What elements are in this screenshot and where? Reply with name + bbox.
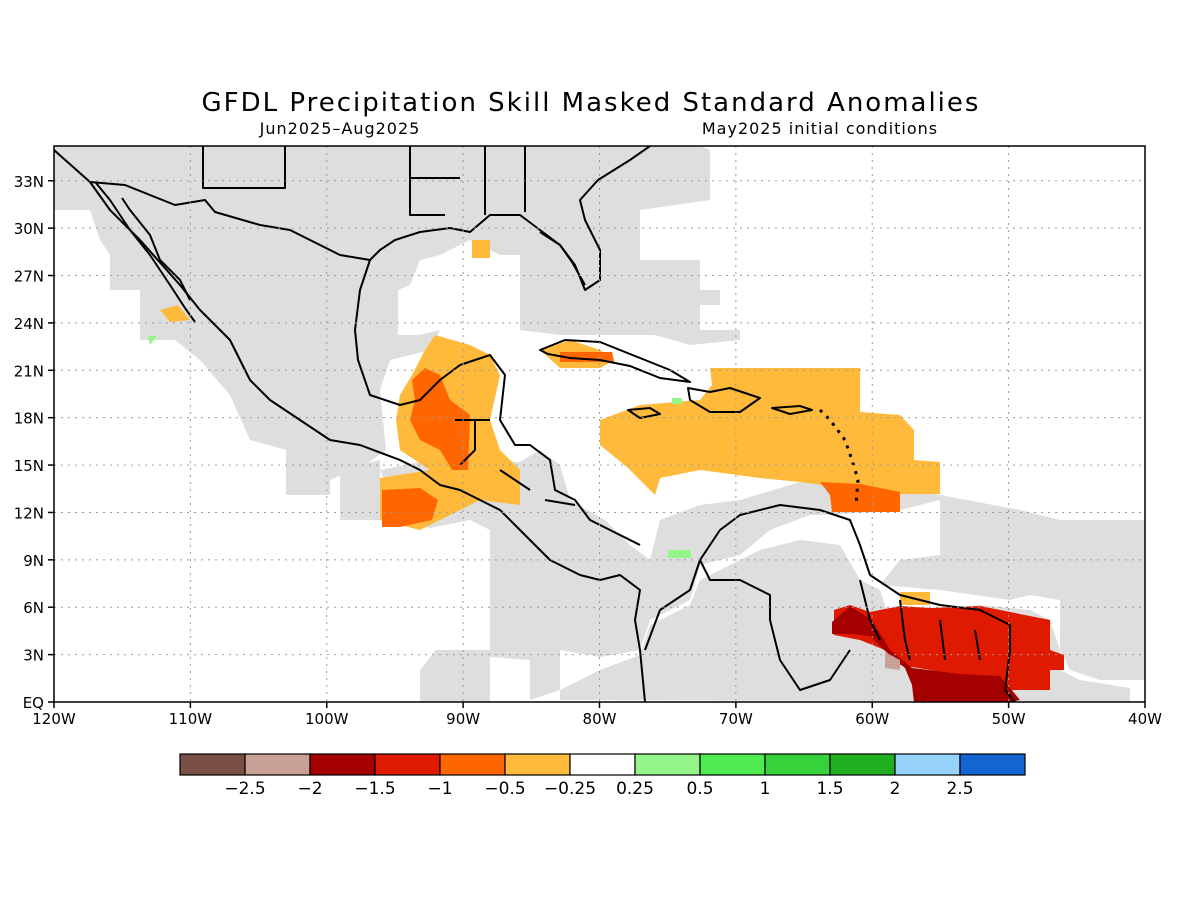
anomaly-green-baja: [148, 336, 157, 345]
lat-tick-label: 18N: [14, 410, 44, 428]
map-panel: 120W 110W 100W 90W 80W 70W 60W 50W 40W EQ 3N 6N 9N 12…: [14, 145, 1162, 728]
coast-baja-east: [121, 197, 191, 301]
mask-mexico-usa: [54, 146, 740, 495]
anomaly-yucatan-orange: [410, 368, 470, 470]
border-south-america: [699, 559, 981, 691]
colorbar-label: 0.5: [686, 779, 713, 799]
colorbar-swatch: [179, 753, 246, 776]
anomaly-guiana-red: [834, 605, 1064, 690]
coast-puerto-rico: [771, 405, 813, 415]
coast-lesser-antilles: [818, 408, 860, 506]
colorbar: −2.5 −2 −1.5 −1 −0.5 −0.25 0.25 0.5 1 1.5 2 2.5: [179, 753, 1026, 799]
subtitle-season: Jun2025–Aug2025: [259, 119, 421, 138]
lon-tick-label: 80W: [583, 710, 617, 728]
lat-tick-label: 9N: [23, 552, 44, 570]
colorbar-label: −1.5: [354, 779, 395, 799]
anomaly-green-hispaniola: [672, 398, 682, 404]
colorbar-label: −2: [297, 779, 322, 799]
lat-tick-label: 33N: [14, 173, 44, 191]
coast-hispaniola: [687, 387, 761, 413]
lat-tick-label: 3N: [23, 647, 44, 665]
coastline-layer: [54, 146, 1016, 702]
coast-baja-west: [95, 182, 196, 323]
mask-pacific-mid: [340, 460, 380, 520]
mask-central-america: [380, 450, 940, 700]
lat-tick-label: EQ: [23, 694, 44, 712]
coast-mexico-gulf: [354, 259, 641, 546]
gridlines: [54, 146, 1145, 702]
anomaly-gulf-spot: [472, 240, 490, 258]
lat-tick-label: 6N: [23, 599, 44, 617]
lat-tick-label: 27N: [14, 268, 44, 286]
lon-tick-label: 60W: [855, 710, 889, 728]
mask-pacific-south: [420, 650, 490, 702]
lon-tick-label: 100W: [305, 710, 349, 728]
colorbar-label: 1.5: [816, 779, 843, 799]
lat-tick-label: 12N: [14, 504, 44, 522]
colorbar-swatch: [569, 753, 636, 776]
colorbar-label: 0.25: [616, 779, 654, 799]
anomaly-lesser-antilles-orange: [820, 482, 900, 512]
colorbar-swatch: [439, 753, 506, 776]
anomaly-caribbean-light: [600, 368, 940, 495]
colorbar-swatch: [699, 753, 766, 776]
colorbar-label: 1: [760, 779, 771, 799]
border-us-states: [202, 146, 526, 216]
anomaly-green-caribbean: [668, 550, 692, 558]
anomaly-guiana-brown: [885, 652, 900, 670]
coast-florida: [539, 146, 651, 291]
mask-atlantic-east: [880, 495, 1145, 680]
lat-tick-label: 21N: [14, 362, 44, 380]
lon-tick-label: 70W: [719, 710, 753, 728]
lat-tick-label: 30N: [14, 220, 44, 238]
colorbar-swatch: [894, 753, 961, 776]
colorbar-swatch: [504, 753, 571, 776]
colorbar-label: −0.25: [544, 779, 596, 799]
border-central-america: [455, 419, 576, 506]
lon-tick-label: 120W: [32, 710, 76, 728]
anomaly-layer: [148, 240, 1064, 702]
colorbar-swatch: [764, 753, 831, 776]
colorbar-label: 2.5: [946, 779, 973, 799]
anomaly-pacific-orange: [382, 488, 438, 527]
colorbar-swatch: [634, 753, 701, 776]
colorbar-label: 2: [890, 779, 901, 799]
coast-jamaica: [627, 407, 661, 419]
lon-tick-label: 90W: [446, 710, 480, 728]
lon-tick-label: 50W: [992, 710, 1026, 728]
lon-tick-label: 110W: [169, 710, 213, 728]
subtitle-init: May2025 initial conditions: [702, 119, 938, 138]
colorbar-label: −1: [427, 779, 452, 799]
lon-tick-label: 40W: [1128, 710, 1162, 728]
lat-tick-label: 15N: [14, 457, 44, 475]
anomaly-baja-spot: [160, 305, 190, 322]
axis-ticks: 120W 110W 100W 90W 80W 70W 60W 50W 40W EQ 3N 6N 9N 12…: [14, 173, 1162, 728]
colorbar-label: −2.5: [224, 779, 265, 799]
border-usa-mexico: [89, 181, 371, 261]
coast-cuba: [539, 339, 691, 383]
colorbar-swatch: [244, 753, 311, 776]
coast-south-america: [644, 504, 1016, 702]
lat-tick-label: 24N: [14, 315, 44, 333]
colorbar-label: −0.5: [484, 779, 525, 799]
colorbar-swatch: [309, 753, 376, 776]
colorbar-swatch: [959, 753, 1026, 776]
anomaly-guiana-dark: [832, 606, 1020, 702]
figure-title: GFDL Precipitation Skill Masked Standard…: [202, 88, 981, 118]
colorbar-swatch: [374, 753, 441, 776]
colorbar-swatch: [829, 753, 896, 776]
